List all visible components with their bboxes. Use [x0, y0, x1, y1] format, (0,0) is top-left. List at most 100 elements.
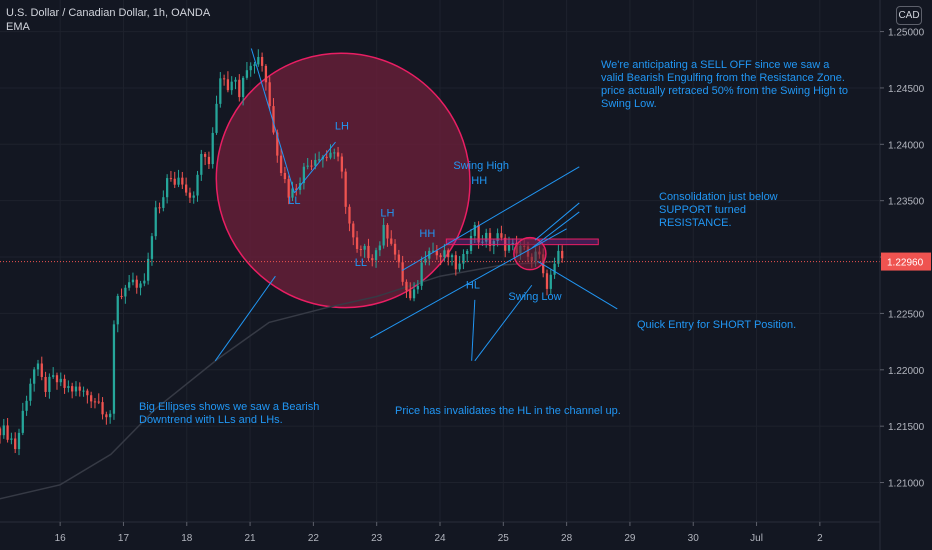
- candle-body-52: [196, 174, 199, 196]
- candle-body-17: [63, 378, 66, 388]
- candle-body-11: [40, 363, 43, 377]
- candle-body-78: [295, 188, 298, 190]
- candle-body-35: [131, 279, 135, 283]
- candle-body-89: [336, 152, 340, 157]
- candle-body-55: [207, 156, 211, 165]
- time-tick-label-5: 23: [371, 533, 383, 544]
- candle-body-60: [226, 79, 230, 91]
- consolidation-circle: [513, 236, 547, 271]
- candle-body-29: [109, 413, 112, 418]
- label-hl: HL: [466, 280, 480, 292]
- candle-body-7: [25, 400, 28, 411]
- candle-body-48: [181, 177, 184, 185]
- candle-body-40: [150, 236, 154, 259]
- currency-badge[interactable]: CAD: [896, 6, 922, 25]
- candle-body-119: [450, 255, 454, 258]
- time-tick-label-4: 22: [308, 533, 320, 544]
- label-swing-high: Swing High: [453, 160, 509, 172]
- current-price-label: 1.22960: [887, 258, 924, 269]
- candle-body-148: [561, 250, 564, 259]
- time-tick-label-11: Jul: [750, 533, 763, 544]
- candle-body-96: [363, 245, 366, 250]
- candle-body-118: [447, 250, 450, 258]
- candle-body-67: [253, 64, 256, 66]
- price-tick-label-0: 1.25000: [888, 28, 925, 39]
- candle-body-64: [241, 77, 245, 98]
- candle-body-66: [249, 65, 252, 71]
- candle-body-38: [143, 280, 146, 284]
- candle-body-5: [17, 432, 21, 450]
- candle-body-69: [260, 56, 264, 66]
- candle-body-58: [219, 78, 222, 104]
- channel-lower-line: [370, 228, 567, 339]
- candle-body-128: [485, 232, 488, 242]
- note-quick-entry: Quick Entry for SHORT Position.: [637, 319, 797, 331]
- candle-body-61: [230, 81, 233, 91]
- price-tick-label-3: 1.23500: [888, 197, 925, 208]
- hl-pointer: [471, 299, 476, 361]
- candle-body-31: [116, 295, 119, 325]
- candle-body-121: [458, 263, 461, 270]
- candle-body-49: [184, 184, 188, 193]
- consolidation-pointer: [534, 202, 580, 241]
- candle-body-25: [93, 401, 97, 403]
- candle-body-102: [386, 224, 389, 239]
- candle-body-1: [2, 425, 5, 436]
- candle-body-114: [431, 250, 435, 252]
- label-lh1: LH: [335, 121, 349, 133]
- candle-body-98: [371, 258, 374, 261]
- candle-body-65: [245, 70, 249, 78]
- symbol-title[interactable]: U.S. Dollar / Canadian Dollar, 1h, OANDA: [6, 7, 211, 19]
- candle-body-62: [234, 79, 237, 82]
- candle-body-82: [310, 165, 313, 167]
- label-hh1: HH: [419, 228, 435, 240]
- candle-body-27: [101, 402, 104, 415]
- candle-body-131: [496, 233, 499, 242]
- ema-line: [0, 260, 555, 500]
- candle-body-100: [378, 245, 381, 251]
- candle-body-130: [492, 241, 495, 246]
- candle-body-36: [135, 279, 138, 288]
- candle-body-75: [283, 172, 287, 180]
- candle-body-71: [268, 82, 271, 107]
- candle-body-20: [74, 386, 78, 392]
- time-tick-label-1: 17: [118, 533, 130, 544]
- price-tick-label-8: 1.21000: [888, 479, 925, 490]
- note-sell-off: We're anticipating a SELL OFF since we s…: [601, 59, 849, 110]
- candle-body-46: [173, 178, 176, 185]
- candle-body-76: [287, 179, 290, 198]
- candle-body-72: [272, 106, 275, 133]
- candle-body-144: [545, 273, 549, 289]
- consolidation-pointer-2: [531, 211, 580, 249]
- candle-body-106: [401, 262, 404, 282]
- candle-body-77: [291, 188, 294, 198]
- candle-body-47: [177, 177, 180, 185]
- time-tick-label-2: 18: [181, 533, 193, 544]
- candle-body-33: [124, 287, 127, 297]
- ellipse-pointer: [214, 275, 276, 362]
- price-tick-label-5: 1.22500: [888, 309, 925, 320]
- candle-body-115: [435, 250, 438, 256]
- candle-body-135: [511, 242, 514, 245]
- candle-body-90: [340, 156, 344, 172]
- candle-body-39: [147, 258, 150, 281]
- candle-body-87: [329, 152, 332, 158]
- candle-body-9: [33, 369, 36, 384]
- candle-body-28: [105, 414, 108, 418]
- candle-body-86: [325, 156, 328, 158]
- swing-low-pointer: [474, 284, 533, 362]
- candle-body-101: [382, 224, 385, 246]
- label-swing-low: Swing Low: [508, 291, 561, 303]
- candle-body-8: [29, 383, 32, 401]
- time-tick-label-12: 2: [817, 533, 823, 544]
- candle-body-88: [333, 152, 336, 154]
- candle-body-104: [393, 243, 397, 255]
- candle-body-13: [48, 376, 51, 392]
- channel-upper-line: [401, 166, 580, 272]
- candle-body-14: [52, 375, 55, 377]
- time-tick-label-9: 29: [624, 533, 636, 544]
- indicator-label[interactable]: EMA: [6, 21, 30, 33]
- price-tick-label-1: 1.24500: [888, 84, 925, 95]
